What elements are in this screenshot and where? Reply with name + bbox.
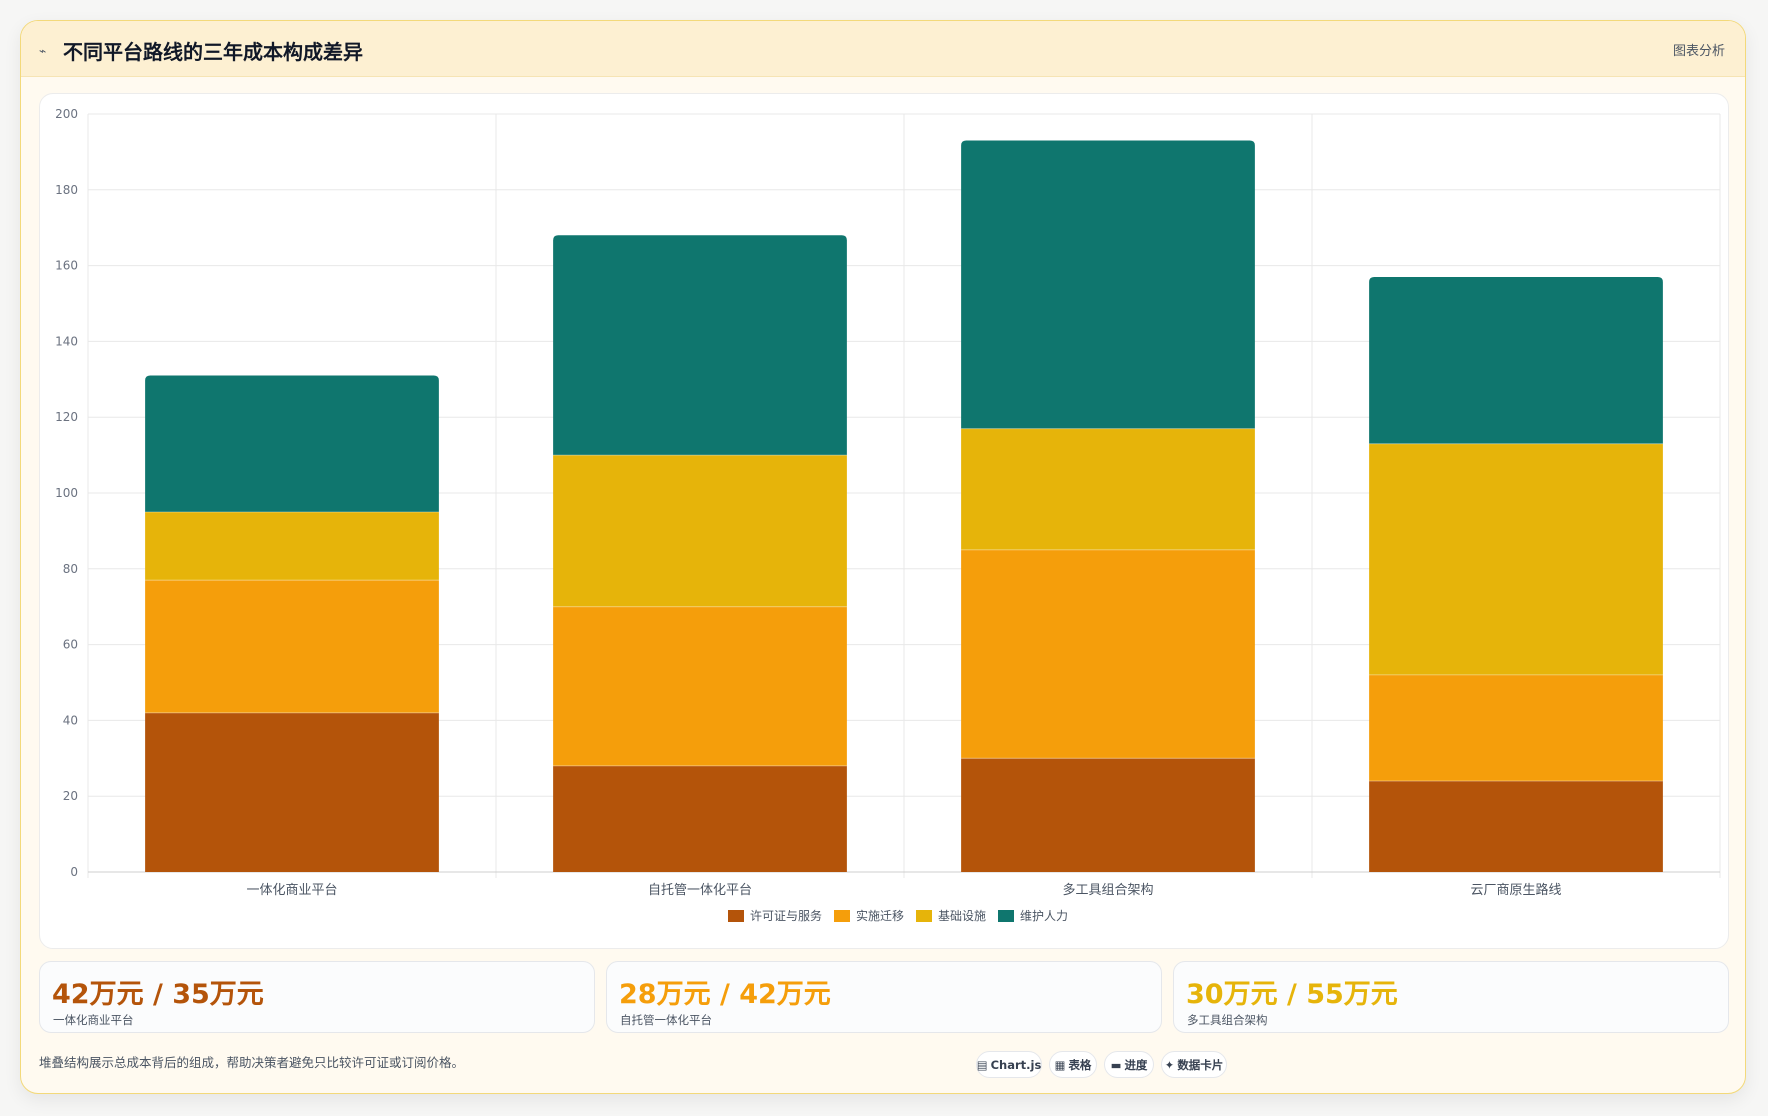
bar-segment: [145, 375, 439, 512]
y-tick-label: 0: [70, 865, 78, 879]
bar-segment: [961, 428, 1255, 550]
bar-segment: [553, 606, 847, 766]
progress-icon: ▬: [1110, 1057, 1122, 1072]
pill-label: 数据卡片: [1177, 1057, 1224, 1072]
y-tick-label: 180: [55, 183, 78, 197]
bar-segment: [961, 140, 1255, 429]
bar-segment: [1369, 674, 1663, 782]
bar-segment: [553, 235, 847, 456]
card-header: ⌁ 不同平台路线的三年成本构成差异 图表分析: [21, 21, 1745, 77]
pill-label: 进度: [1124, 1057, 1148, 1072]
legend-swatch: [834, 910, 850, 922]
bar-segment: [145, 511, 439, 581]
legend-label: 许可证与服务: [750, 908, 822, 923]
legend-swatch: [728, 910, 744, 922]
legend-label: 基础设施: [938, 909, 986, 923]
chart-icon: ▤: [976, 1057, 988, 1072]
bar-segment: [1369, 276, 1663, 444]
bar-segment: [553, 455, 847, 607]
x-tick-label: 多工具组合架构: [1062, 882, 1153, 898]
category-tag: 图表分析: [1672, 44, 1725, 59]
y-tick-label: 120: [55, 410, 78, 424]
x-tick-label: 云厂商原生路线: [1470, 882, 1561, 898]
y-tick-label: 140: [55, 334, 78, 348]
x-tick-label: 自托管一体化平台: [648, 883, 752, 898]
card-icon: ✦: [1164, 1057, 1175, 1072]
stat-card: 28万元 / 42万元 自托管一体化平台: [606, 961, 1162, 1033]
legend-swatch: [916, 910, 932, 922]
card-title: 不同平台路线的三年成本构成差异: [63, 40, 363, 64]
bar-segment: [1369, 781, 1663, 872]
legend-label: 维护人力: [1020, 909, 1068, 923]
stat-label: 多工具组合架构: [1187, 1013, 1268, 1027]
chart-card: ⌁ 不同平台路线的三年成本构成差异 图表分析 0 20 40 60 80 100 120 14…: [20, 20, 1746, 1094]
bar-segment: [961, 758, 1255, 872]
bar-segment: [553, 765, 847, 872]
y-tick-label: 200: [55, 107, 78, 121]
pill-data-card[interactable]: ✦ 数据卡片: [1161, 1051, 1227, 1078]
pill-label: 表格: [1068, 1057, 1092, 1072]
chart-footnote: 堆叠结构展示总成本背后的组成，帮助决策者避免只比较许可证或订阅价格。: [39, 1055, 465, 1070]
pill-chartjs[interactable]: ▤ Chart.js: [976, 1051, 1042, 1078]
bar-segment: [145, 712, 439, 872]
legend-label: 实施迁移: [856, 908, 904, 923]
stat-value: 42万元 / 35万元: [52, 979, 264, 1010]
stat-card: 42万元 / 35万元 一体化商业平台: [39, 961, 595, 1033]
stat-label: 一体化商业平台: [53, 1013, 134, 1027]
bar-segment: [1369, 443, 1663, 675]
y-tick-label: 160: [55, 259, 78, 273]
chart-line-icon: ⌁: [39, 44, 47, 58]
pill-label: Chart.js: [990, 1057, 1042, 1072]
bar-segment: [961, 549, 1255, 759]
legend-swatch: [998, 910, 1014, 922]
stat-card: 30万元 / 55万元 多工具组合架构: [1173, 961, 1729, 1033]
stacked-bar-chart: 0 20 40 60 80 100 120 140 160 180 200 一体化商业平台 自托管一体化…: [55, 107, 1721, 923]
bar-segment: [145, 580, 439, 713]
y-tick-label: 80: [63, 562, 78, 576]
stat-value: 30万元 / 55万元: [1186, 979, 1398, 1010]
y-tick-label: 100: [55, 486, 78, 500]
stat-label: 自托管一体化平台: [620, 1013, 712, 1027]
pill-progress[interactable]: ▬ 进度: [1104, 1051, 1154, 1078]
chart-container: 0 20 40 60 80 100 120 140 160 180 200 一体化商业平台 自托管一体化…: [39, 93, 1729, 949]
stat-cards: 42万元 / 35万元 一体化商业平台 28万元 / 42万元 自托管一体化平台…: [39, 961, 1729, 1035]
y-tick-label: 60: [63, 638, 78, 652]
y-tick-label: 20: [63, 789, 78, 803]
table-icon: ▦: [1054, 1057, 1066, 1072]
x-tick-label: 一体化商业平台: [246, 883, 337, 898]
stat-value: 28万元 / 42万元: [619, 979, 831, 1010]
y-tick-label: 40: [63, 713, 78, 727]
pill-table[interactable]: ▦ 表格: [1049, 1051, 1097, 1078]
